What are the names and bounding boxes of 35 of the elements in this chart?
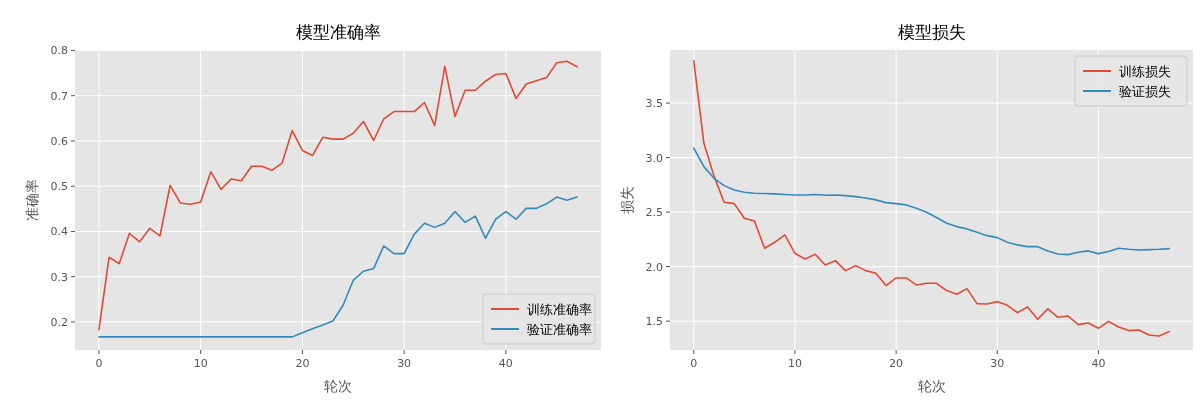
chart-title: 模型准确率 xyxy=(295,22,381,42)
y-tick-label: 0.7 xyxy=(50,89,68,103)
y-tick-label: 2.5 xyxy=(645,206,663,220)
x-tick-label: 30 xyxy=(397,357,412,370)
x-tick-label: 0 xyxy=(690,357,698,370)
x-tick-label: 40 xyxy=(1091,357,1106,370)
y-tick-label: 1.5 xyxy=(645,315,663,329)
y-axis-title: 准确率 xyxy=(24,179,40,221)
y-tick-label: 2.0 xyxy=(645,260,663,274)
x-axis-title: 轮次 xyxy=(917,378,946,394)
y-tick-label: 3.5 xyxy=(645,97,663,111)
legend-label: 训练损失 xyxy=(1119,64,1171,79)
line-series xyxy=(98,196,578,338)
y-tick-label: 0.4 xyxy=(50,225,68,239)
y-tick-label: 0.6 xyxy=(50,134,68,148)
legend-label: 验证损失 xyxy=(1119,84,1171,99)
line-series xyxy=(692,60,1171,337)
line-series xyxy=(692,147,1171,256)
y-tick-label: 0.2 xyxy=(50,315,68,329)
x-tick-label: 30 xyxy=(990,357,1005,370)
x-tick-label: 20 xyxy=(295,357,310,370)
y-axis-title: 损失 xyxy=(619,186,635,214)
legend-label: 训练准确率 xyxy=(527,302,592,317)
y-tick-label: 0.8 xyxy=(50,44,68,58)
x-tick-label: 20 xyxy=(889,357,904,370)
x-tick-label: 0 xyxy=(95,357,103,370)
x-tick-label: 10 xyxy=(787,357,802,370)
y-tick-label: 3.0 xyxy=(645,151,663,165)
x-axis-title: 轮次 xyxy=(324,378,352,394)
y-tick-label: 0.5 xyxy=(50,180,68,194)
x-tick-label: 40 xyxy=(498,357,513,370)
chart-title: 模型损失 xyxy=(897,22,966,42)
legend-label: 验证准确率 xyxy=(527,322,592,337)
x-tick-label: 10 xyxy=(193,357,208,370)
y-tick-label: 0.3 xyxy=(50,270,68,284)
